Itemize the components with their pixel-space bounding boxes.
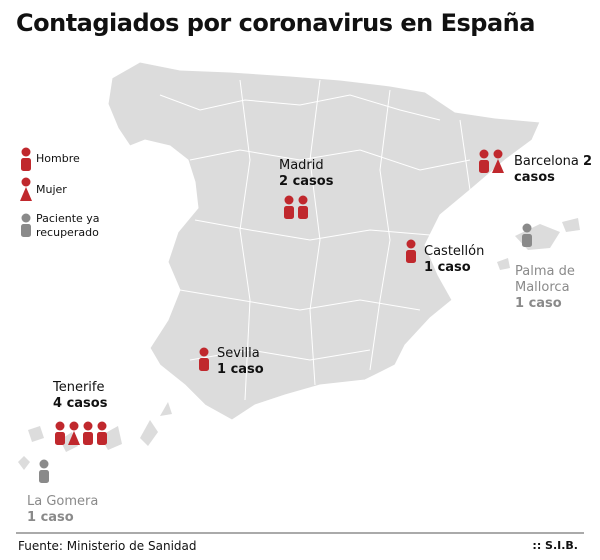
location-name: Sevilla xyxy=(217,346,260,361)
legend-icons xyxy=(20,147,32,237)
location-name: Castellón xyxy=(424,244,485,259)
location-label: La Gomera 1 caso xyxy=(27,494,117,526)
source: Fuente: Ministerio de Sanidad xyxy=(18,539,197,553)
legend-item: Mujer xyxy=(36,183,67,196)
legend-item: Hombre xyxy=(36,152,80,165)
location-name: Tenerife xyxy=(53,380,105,395)
title: Contagiados por coronavirus en España xyxy=(16,9,535,37)
case-count: 1 caso xyxy=(27,510,74,525)
location-label: Barcelona 2 casos xyxy=(514,154,594,186)
location-name: La Gomera xyxy=(27,494,99,509)
location-name: Madrid xyxy=(279,158,324,173)
credit: :: S.I.B. xyxy=(532,539,578,552)
case-count: 1 caso xyxy=(217,362,264,377)
case-count: 2 casos xyxy=(514,154,593,185)
location-label: Sevilla 1 caso xyxy=(217,346,297,378)
province-borders xyxy=(159,79,471,401)
spain-mainland xyxy=(107,61,541,421)
case-count: 4 casos xyxy=(53,396,108,411)
case-count: 1 caso xyxy=(424,260,471,275)
location-name: Palma de Mallorca xyxy=(515,264,575,295)
location-label: Palma de Mallorca 1 caso xyxy=(515,264,585,312)
location-label: Madrid 2 casos xyxy=(279,158,359,190)
location-label: Castellón 1 caso xyxy=(424,244,514,276)
location-name: Barcelona xyxy=(514,154,579,169)
location-label: Tenerife 4 casos xyxy=(53,380,133,412)
case-count: 1 caso xyxy=(515,296,562,311)
case-count: 2 casos xyxy=(279,174,334,189)
legend-item: Paciente ya recuperado xyxy=(36,212,100,239)
